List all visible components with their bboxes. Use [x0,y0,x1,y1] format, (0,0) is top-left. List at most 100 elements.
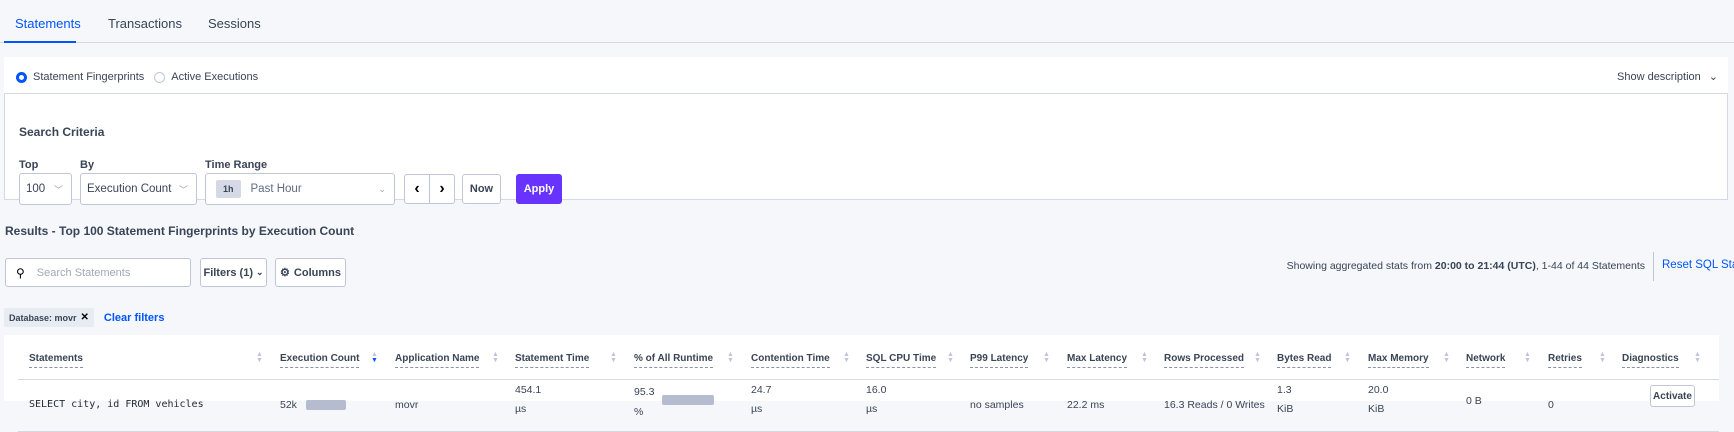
time-range-select[interactable]: 1h Past Hour ⌄ [205,173,395,205]
stats-summary: Showing aggregated stats from 20:00 to 2… [1287,260,1645,272]
filters-button[interactable]: Filters (1) ⌄ [200,258,267,287]
clear-filters-link[interactable]: Clear filters [103,311,165,324]
sort-icon[interactable]: ▲ ▼ [1599,351,1606,364]
sort-icon[interactable]: ▲ ▼ [1524,351,1531,364]
sort-icon[interactable]: ▲ ▼ [610,351,617,364]
sort-icon[interactable]: ▲ ▼ [843,351,850,364]
runtime-pct: 95.3 [634,386,655,398]
view-toggle-group: Statement Fingerprints Active Executions [16,71,258,83]
runtime-pct-bar [662,395,714,405]
by-label: By [80,159,95,171]
show-description-label: Show description [1617,70,1701,83]
radio-statement-fingerprints[interactable] [16,71,27,83]
header-runtime-pct[interactable]: % of All Runtime [634,353,714,368]
statement-time: 454.1 [515,384,542,396]
top-select[interactable]: 100 ﹀ [19,173,72,205]
chevron-down-icon: ⌄ [378,183,386,194]
header-bytes-read[interactable]: Bytes Read [1277,353,1332,368]
search-criteria-title: Search Criteria [19,125,105,139]
tab-divider [0,42,1734,43]
rows-processed: 16.3 Reads / 0 Writes [1164,399,1265,411]
header-execution-count[interactable]: Execution Count [280,353,360,368]
max-memory-unit: KiB [1368,403,1385,415]
apply-button[interactable]: Apply [516,174,562,204]
network: 0 B [1466,395,1482,407]
header-rows-processed[interactable]: Rows Processed [1164,353,1245,368]
stats-prefix: Showing aggregated stats from [1286,260,1435,272]
previous-time-button[interactable]: ‹ [404,174,430,204]
activate-diagnostics-button[interactable]: Activate [1650,385,1695,407]
statement-time-unit: µs [515,403,527,415]
header-diagnostics[interactable]: Diagnostics [1622,353,1679,368]
next-time-button[interactable]: › [429,174,455,204]
sort-icon[interactable]: ▲ ▼ [1443,351,1450,364]
sort-icon[interactable]: ▲ ▼ [1141,351,1148,364]
columns-label: Columns [293,266,341,279]
active-filters: Database: movr ✕ Clear filters [4,308,164,327]
close-icon[interactable]: ✕ [80,312,89,323]
header-network[interactable]: Network [1466,353,1506,368]
application-name: movr [395,399,419,411]
header-divider [18,379,1719,380]
sql-cpu-time-unit: µs [866,403,878,415]
filter-chip-database: Database: movr ✕ [4,308,94,327]
header-application-name[interactable]: Application Name [395,353,480,368]
time-range-value: Past Hour [250,183,302,195]
sort-icon[interactable]: ▲ ▼ [727,351,734,364]
tab-statements[interactable]: Statements [15,16,81,31]
header-sql-cpu-time[interactable]: SQL CPU Time [866,353,937,368]
view-toggle-panel: Statement Fingerprints Active Executions… [4,57,1728,98]
radio-label: Active Executions [171,71,259,83]
show-description-toggle[interactable]: Show description ⌄ [1617,70,1718,84]
tab-transactions[interactable]: Transactions [108,16,182,31]
now-button[interactable]: Now [462,174,501,204]
header-contention-time[interactable]: Contention Time [751,353,830,368]
sort-icon[interactable]: ▲ ▼ [1254,351,1261,364]
stats-range: 20:00 to 21:44 (UTC) [1434,260,1536,272]
columns-button[interactable]: ⚙ Columns [275,258,346,287]
sort-icon[interactable]: ▲ ▼ [1344,351,1351,364]
header-p99-latency[interactable]: P99 Latency [970,353,1029,368]
contention-time-unit: µs [751,403,763,415]
stats-suffix: , 1-44 of 44 Statements [1535,260,1645,272]
sql-cpu-time: 16.0 [866,384,887,396]
chevron-down-icon: ⌄ [255,267,264,277]
divider [1653,252,1654,281]
retries: 0 [1548,399,1554,411]
top-value: 100 [26,183,46,195]
chevron-down-icon: ﹀ [53,184,63,195]
by-value: Execution Count [87,183,172,195]
search-icon: ⚲ [16,265,25,280]
time-range-label: Time Range [205,159,268,171]
sort-icon[interactable]: ▲ ▼ [1694,351,1701,364]
header-retries[interactable]: Retries [1548,353,1582,368]
sort-icon[interactable]: ▲ ▼ [947,351,954,364]
top-label: Top [19,159,39,171]
bytes-read: 1.3 [1277,384,1292,396]
time-range-badge: 1h [216,180,241,198]
sort-icon[interactable]: ▲ ▼ [492,351,499,364]
chevron-down-icon: ⌄ [1708,71,1718,83]
chevron-right-icon: › [439,180,445,197]
tab-sessions[interactable]: Sessions [208,16,261,31]
header-statement-time[interactable]: Statement Time [515,353,590,368]
filters-label: Filters (1) [203,266,253,279]
sort-icon[interactable]: ▲ ▼ [1043,351,1050,364]
radio-active-executions[interactable] [154,71,166,83]
chip-label: Database: movr [9,312,77,323]
header-max-latency[interactable]: Max Latency [1067,353,1128,368]
header-statements[interactable]: Statements [29,353,83,368]
execution-count-bar [306,400,346,410]
statement-link[interactable]: SELECT city, id FROM vehicles [29,399,204,410]
search-statements-input[interactable]: ⚲ Search Statements [5,258,191,287]
header-max-memory[interactable]: Max Memory [1368,353,1429,368]
sort-icon[interactable]: ▲ ▼ [256,351,263,364]
reset-sql-stats-link[interactable]: Reset SQL Stats [1662,259,1734,271]
by-select[interactable]: Execution Count ﹀ [80,173,197,205]
runtime-pct-unit: % [634,406,644,418]
execution-count: 52k [280,399,297,411]
gear-icon: ⚙ [280,267,290,279]
contention-time: 24.7 [751,384,772,396]
statements-table [4,335,1719,401]
sort-descending-icon[interactable]: ▲ ▼ [371,351,378,364]
